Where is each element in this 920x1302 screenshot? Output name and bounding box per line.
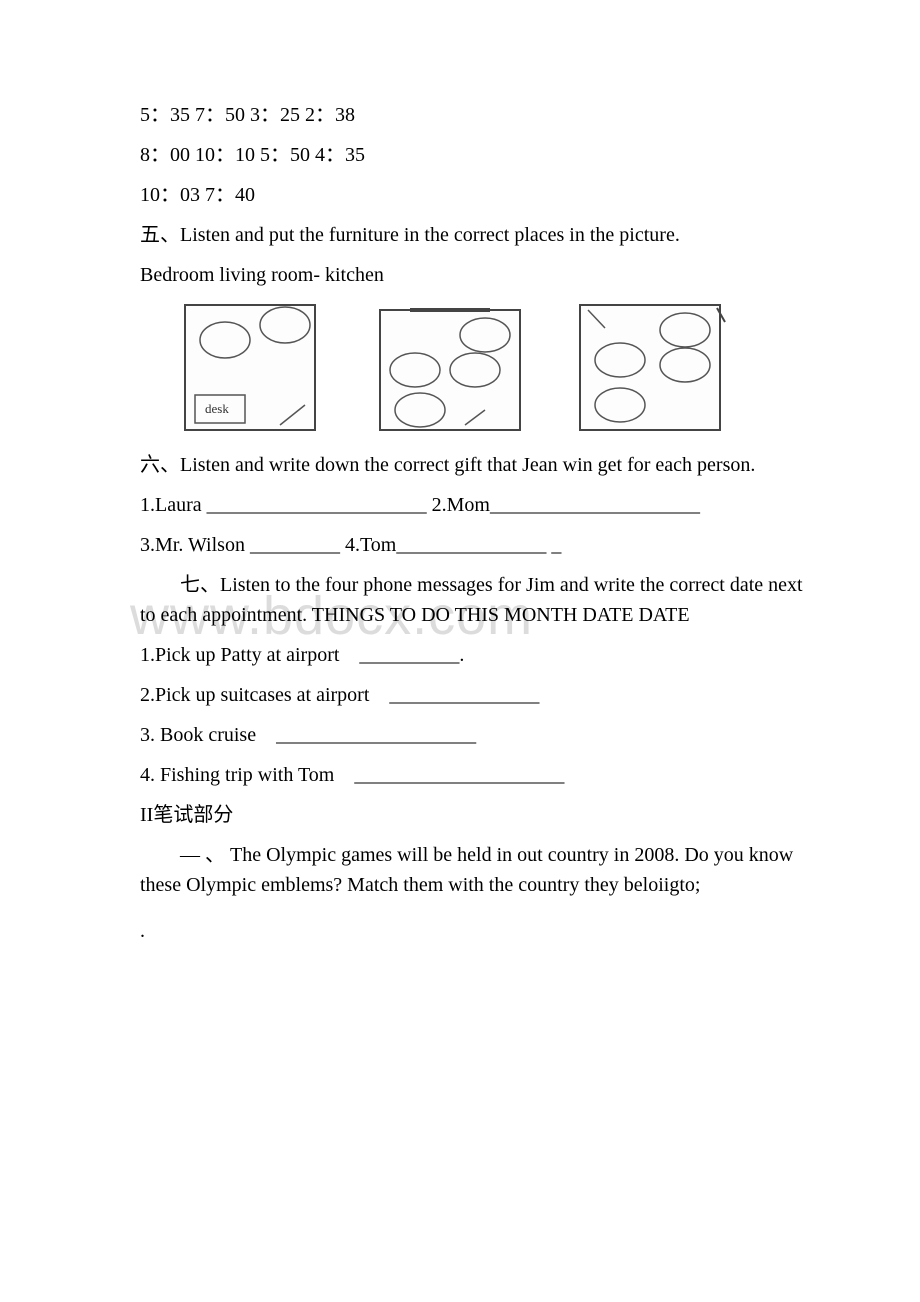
q6-item-2: 2.Mom_____________________ [427,494,700,516]
kitchen-diagram [570,300,730,435]
written-q1: — 、 The Olympic games will be held in ou… [140,840,810,900]
q6-item-3: 3.Mr. Wilson _________ [140,534,340,556]
section-6-header: 六、Listen and write down the correct gift… [140,450,810,480]
bedroom-diagram: desk [170,300,330,435]
q6-item-4: 4.Tom_______________ _ [340,534,561,556]
written-dot: . [140,920,810,943]
times-row-2: 8：00 10：10 5：50 4：35 [140,140,810,170]
room-diagrams: desk [170,300,810,435]
written-section-header: II笔试部分 [140,800,810,830]
section-6-line-2: 3.Mr. Wilson _________ 4.Tom____________… [140,530,810,560]
document-content: 5：35 7：50 3：25 2：38 8：00 10：10 5：50 4：35… [140,100,810,943]
rooms-labels: Bedroom living room- kitchen [140,260,810,290]
section-6-line-1: 1.Laura ______________________ 2.Mom____… [140,490,810,520]
section-5-header: 五、Listen and put the furniture in the co… [140,220,810,250]
times-row-3: 10：03 7：40 [140,180,810,210]
q7-item-1: 1.Pick up Patty at airport __________. [140,640,810,670]
svg-text:desk: desk [205,401,229,416]
q7-item-4: 4. Fishing trip with Tom _______________… [140,760,810,790]
q7-item-3: 3. Book cruise ____________________ [140,720,810,750]
living-room-diagram [370,300,530,435]
q6-item-1: 1.Laura ______________________ [140,494,427,516]
section-7-header: 七、Listen to the four phone messages for … [140,570,810,630]
q7-item-2: 2.Pick up suitcases at airport _________… [140,680,810,710]
times-row-1: 5：35 7：50 3：25 2：38 [140,100,810,130]
